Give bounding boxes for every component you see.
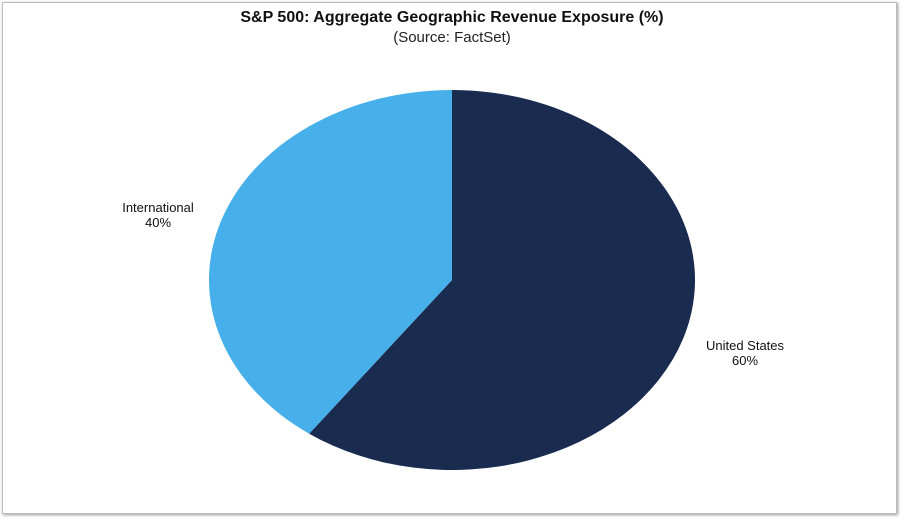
slice-category-label: International xyxy=(122,200,194,215)
pie-slice-international xyxy=(209,90,452,434)
slice-category-label: United States xyxy=(706,338,785,353)
chart-subtitle: (Source: FactSet) xyxy=(393,29,511,46)
slice-value-label: 60% xyxy=(732,353,758,368)
slice-value-label: 40% xyxy=(145,215,171,230)
chart-title: S&P 500: Aggregate Geographic Revenue Ex… xyxy=(240,9,664,26)
pie-slice-united-states xyxy=(309,90,695,470)
